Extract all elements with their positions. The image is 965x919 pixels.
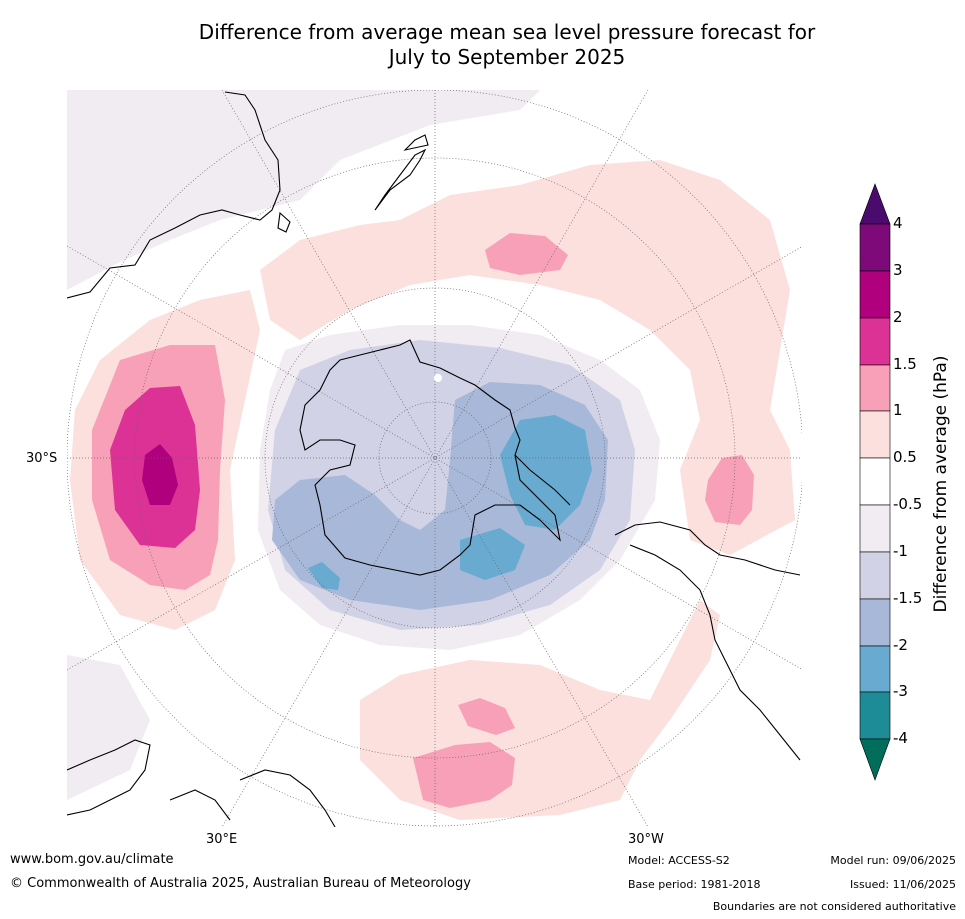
colorbar-band-neg-0.5-1 [859, 504, 891, 553]
antarctica-coastline [299, 339, 561, 576]
footer-copyright: © Commonwealth of Australia 2025, Austra… [10, 876, 471, 891]
longitude-label-30w: 30°W [628, 832, 664, 847]
colorbar-tick-1: 1 [893, 401, 903, 419]
colorbar-band-neg-3-4 [859, 691, 891, 740]
footer-model-run: Model run: 09/06/2025 [830, 854, 956, 867]
colorbar-tick-neg-1: -1 [893, 542, 908, 560]
footer-url[interactable]: www.bom.gov.au/climate [10, 852, 174, 867]
antarctic-peninsula-coastline [514, 454, 571, 506]
colorbar-tick-neg-2: -2 [893, 636, 908, 654]
meridian-150 [221, 90, 649, 827]
graticule-circle-45s [134, 157, 736, 759]
colorbar-band-3-4 [859, 223, 891, 272]
map-title-line1: Difference from average mean sea level p… [198, 20, 816, 44]
colorbar-band-neutral [859, 457, 891, 506]
colorbar-tick-3: 3 [893, 261, 903, 279]
anomaly-region-1-1.5-east [705, 455, 754, 525]
colorbar-extend-bottom [859, 738, 891, 781]
longitude-label-30e: 30°E [206, 832, 238, 847]
madagascar-coastline [169, 789, 231, 821]
colorbar-band-1.5-2 [859, 317, 891, 366]
australia-coastline [67, 91, 281, 299]
graticule [67, 90, 802, 827]
anomaly-region-negative-2-3-east [500, 415, 592, 530]
colorbar-band-0.5-1 [859, 410, 891, 459]
colorbar-band-neg-2-3 [859, 645, 891, 693]
anomaly-region-0.5-1-north [260, 160, 795, 555]
colorbar-tick-1.5: 1.5 [893, 355, 917, 373]
anomaly-region-weak-negative-northwest [67, 90, 540, 290]
south-america-coastline [614, 521, 801, 576]
latitude-label-30s: 30°S [26, 451, 58, 466]
colorbar [859, 183, 891, 781]
colorbar-title: Difference from average (hPa) [931, 355, 951, 613]
map-title: Difference from average mean sea level p… [0, 20, 965, 70]
new-zealand-north-coastline [403, 134, 429, 151]
colorbar-tick-neg-1.5: -1.5 [893, 589, 923, 607]
new-zealand-coastline [374, 148, 427, 211]
africa-coastline [67, 739, 151, 816]
coastlines [67, 91, 801, 827]
colorbar-band-neg-1-1.5 [859, 551, 891, 600]
southern-africa-coastline [239, 769, 336, 827]
meridian-60 [67, 245, 802, 670]
colorbar-extend-top [859, 183, 891, 225]
footer-model: Model: ACCESS-S2 [628, 854, 730, 867]
colorbar-tick-4: 4 [893, 214, 903, 232]
anomaly-region-negative-2-3-southwest [308, 562, 340, 590]
colorbar-tick-neg-3: -3 [893, 682, 908, 700]
footer-issued: Issued: 11/06/2025 [849, 878, 956, 891]
anomaly-region-1-1.5-south-small [458, 698, 515, 735]
anomaly-region-2-3-west [142, 444, 178, 505]
colorbar-tick-neg-0.5: -0.5 [893, 495, 923, 513]
footer-base-period: Base period: 1981-2018 [628, 878, 761, 891]
colorbar-band-2-3 [859, 270, 891, 319]
meridian-30 [221, 90, 649, 827]
colorbar-band-1-1.5 [859, 364, 891, 412]
colorbar-tick-2: 2 [893, 308, 903, 326]
footer-disclaimer: Boundaries are not considered authoritat… [712, 900, 956, 913]
tasmania-coastline [277, 211, 291, 233]
colorbar-band-neg-1.5-2 [859, 598, 891, 647]
meridian-120 [67, 246, 802, 671]
colorbar-tick-0.5: 0.5 [893, 448, 917, 466]
anomaly-region-1-1.5-south [413, 742, 515, 808]
antarctic-island [434, 374, 442, 382]
map-area [67, 90, 802, 827]
map-title-line2: July to September 2025 [388, 45, 626, 69]
colorbar-tick-neg-4: -4 [893, 729, 908, 747]
south-america-south-coastline [629, 544, 801, 761]
anomaly-region-weak-negative-southwest [67, 655, 150, 800]
anomaly-region-negative-2-3-south [460, 528, 525, 580]
